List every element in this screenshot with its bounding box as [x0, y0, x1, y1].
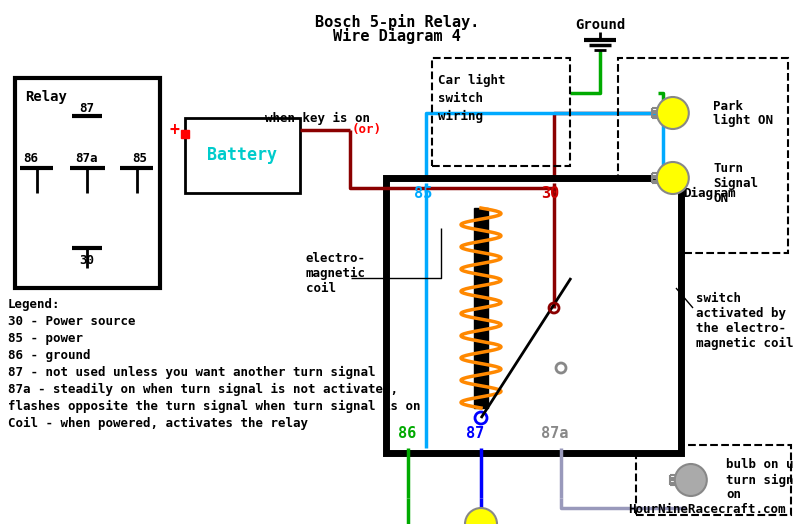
Text: +: +	[170, 121, 180, 139]
Bar	[474, 208, 488, 408]
Text: Park: Park	[713, 100, 743, 113]
Text: Relay: Relay	[25, 90, 67, 104]
Text: Battery: Battery	[207, 146, 277, 164]
Text: (or): (or)	[352, 124, 382, 136]
Text: Ground: Ground	[575, 18, 625, 32]
Text: 87a: 87a	[541, 425, 569, 441]
Text: Bosch 5-pin Relay.: Bosch 5-pin Relay.	[315, 14, 479, 30]
Text: flashes opposite the turn signal when turn signal is on: flashes opposite the turn signal when tu…	[8, 400, 421, 413]
Text: turn signal is: turn signal is	[726, 474, 794, 487]
Bar	[386, 178, 681, 453]
Text: magnetic coil: magnetic coil	[696, 336, 793, 350]
Text: 85 - power: 85 - power	[8, 332, 83, 345]
Text: Car light: Car light	[438, 73, 506, 86]
Text: bulb on until: bulb on until	[726, 458, 794, 472]
Text: 87a: 87a	[75, 151, 98, 165]
Text: the electro-: the electro-	[696, 322, 786, 334]
Bar	[636, 445, 791, 515]
Text: 85: 85	[133, 151, 148, 165]
Bar	[432, 58, 570, 166]
Bar	[185, 118, 300, 193]
Text: 87: 87	[466, 425, 484, 441]
Text: 86: 86	[398, 425, 416, 441]
Text: 30 - Power source: 30 - Power source	[8, 315, 136, 328]
Text: light ON: light ON	[713, 114, 773, 126]
Text: switch: switch	[438, 92, 483, 104]
Text: switch: switch	[696, 291, 741, 304]
Text: 87 - not used unless you want another turn signal: 87 - not used unless you want another tu…	[8, 366, 376, 379]
Text: 30: 30	[541, 185, 559, 201]
Text: 87a - steadily on when turn signal is not activated,: 87a - steadily on when turn signal is no…	[8, 383, 398, 396]
Text: Turn: Turn	[713, 161, 743, 174]
Text: ON: ON	[713, 191, 728, 204]
Circle shape	[465, 508, 497, 524]
Text: magnetic: magnetic	[306, 267, 366, 279]
Text: wiring: wiring	[438, 110, 483, 123]
Text: on: on	[726, 488, 741, 501]
Text: 86 - ground: 86 - ground	[8, 349, 91, 362]
Circle shape	[657, 97, 689, 129]
Circle shape	[675, 464, 707, 496]
Text: Signal: Signal	[713, 177, 758, 190]
Text: when key is on: when key is on	[265, 112, 370, 125]
Bar	[618, 58, 788, 253]
Text: 87: 87	[79, 102, 94, 115]
Bar	[181, 130, 189, 138]
Text: HourNineRacecraft.com: HourNineRacecraft.com	[629, 503, 786, 516]
Text: 85: 85	[414, 185, 432, 201]
Text: Coil - when powered, activates the relay: Coil - when powered, activates the relay	[8, 417, 308, 430]
Text: 30: 30	[79, 254, 94, 267]
Text: activated by: activated by	[696, 307, 786, 320]
Text: coil: coil	[306, 281, 336, 294]
Text: Diagram: Diagram	[683, 187, 735, 200]
Bar	[15, 78, 160, 288]
Text: Legend:: Legend:	[8, 298, 60, 311]
Circle shape	[657, 162, 689, 194]
Text: Wire Diagram 4: Wire Diagram 4	[333, 28, 461, 44]
Text: 86: 86	[23, 151, 38, 165]
Text: electro-: electro-	[306, 252, 366, 265]
